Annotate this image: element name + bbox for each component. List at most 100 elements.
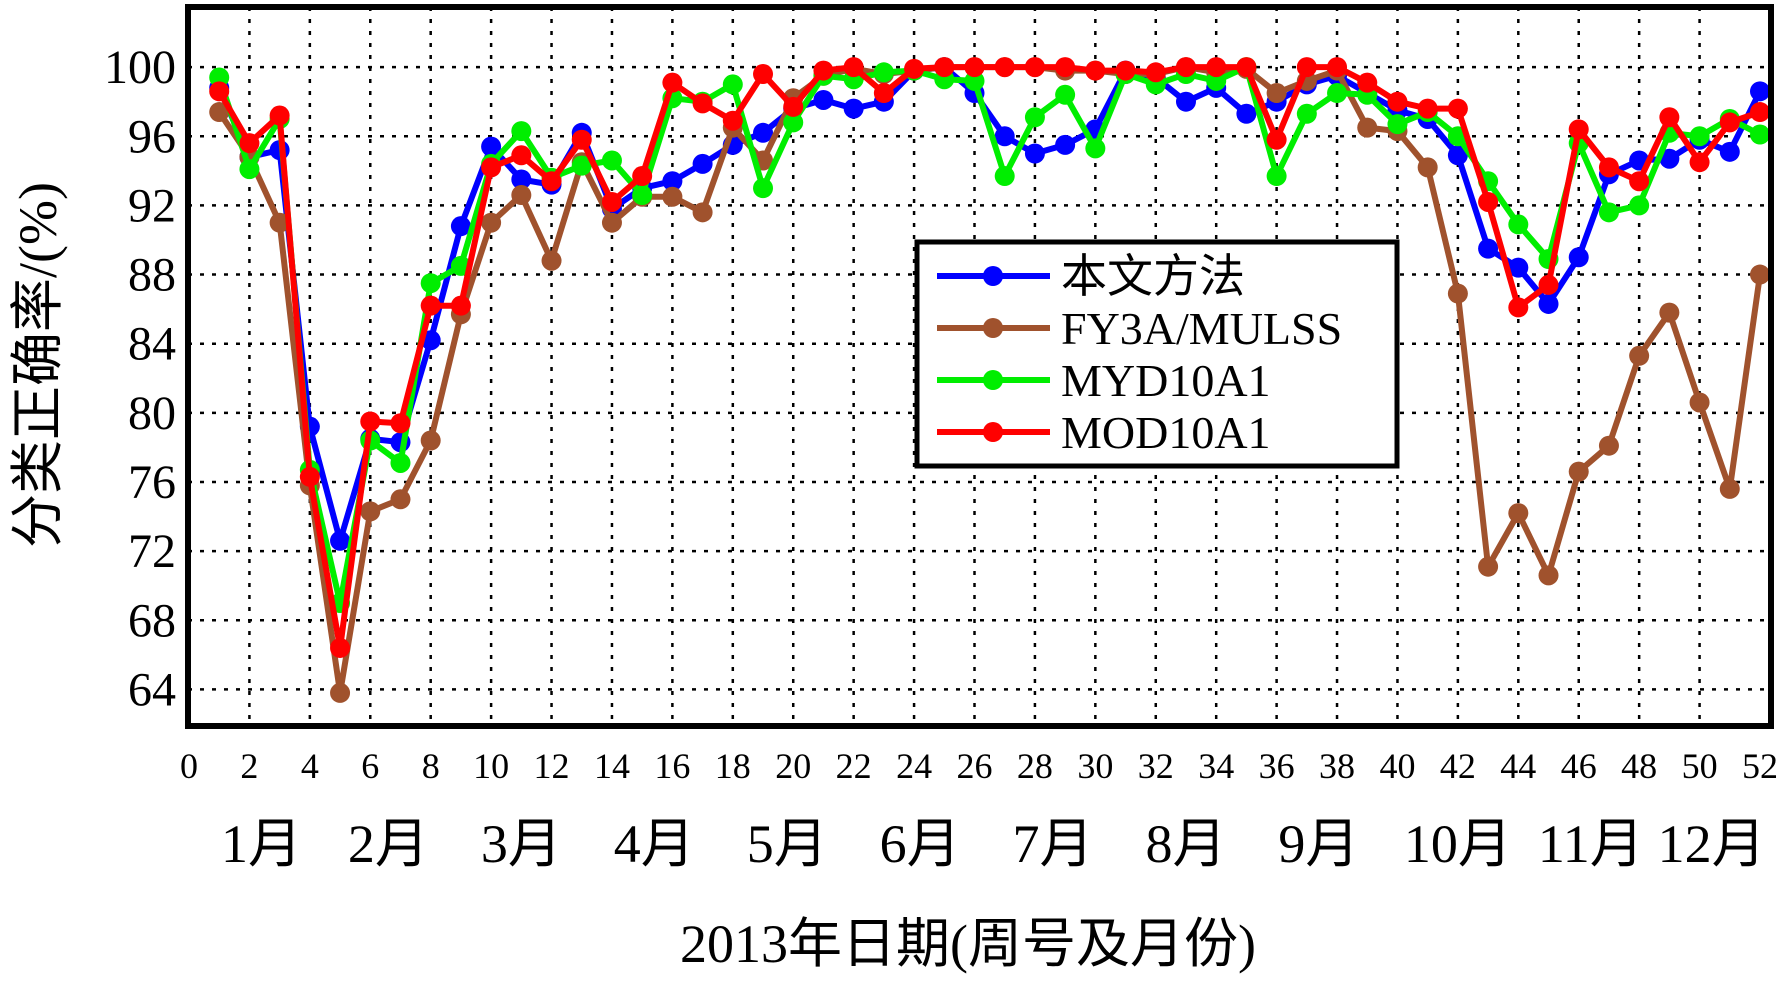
data-point [541,171,562,192]
data-point [1719,141,1740,162]
data-point [1266,166,1287,187]
data-point [239,159,260,180]
data-point [1568,247,1589,268]
series-line [216,64,1761,651]
data-point [481,136,502,157]
x-tick-label: 8 [422,746,440,786]
data-point [1175,91,1196,112]
data-point [1750,81,1770,102]
x-tick-label: 38 [1319,746,1355,786]
data-point [1266,83,1287,104]
data-point [1417,157,1438,178]
data-point [1750,102,1770,123]
data-point [1629,345,1650,366]
data-point [1447,98,1468,119]
y-tick-label: 96 [128,110,176,163]
data-point [1538,565,1559,586]
data-point [873,83,894,104]
data-point [662,186,683,207]
data-point [1719,478,1740,499]
data-point [753,178,774,199]
data-point [783,96,804,117]
data-point [964,57,985,78]
data-point [269,212,290,233]
x-tick-label: 24 [896,746,932,786]
data-point [1085,60,1106,81]
series-3 [209,57,1770,658]
data-point [330,682,351,703]
y-tick-label: 68 [128,594,176,647]
data-point [1145,62,1166,83]
month-label: 10月 [1404,814,1512,874]
x-tick-label: 10 [473,746,509,786]
data-point [1478,238,1499,259]
y-axis-ticks: 64 68 72 76 80 84 88 92 96 100 [104,41,176,716]
y-axis-label: 分类正确率/(%) [8,182,68,548]
x-tick-label: 4 [301,746,319,786]
y-tick-label: 84 [128,318,176,371]
y-tick-label: 92 [128,179,176,232]
month-label: 8月 [1145,814,1226,874]
y-tick-label: 88 [128,249,176,302]
data-point [481,157,502,178]
data-point [511,169,532,190]
data-point [269,105,290,126]
data-point [541,250,562,271]
data-point [1085,138,1106,159]
data-point [994,166,1015,187]
data-point [571,129,592,150]
data-point [1750,264,1770,285]
legend-item: FY3A/MULSS [937,303,1342,354]
data-point [1357,72,1378,93]
data-point [1055,57,1076,78]
data-point [330,530,351,551]
month-label: 6月 [880,814,961,874]
data-point [1689,126,1710,147]
month-labels: 1月 2月 3月 4月 5月 6月 7月 8月 9月 10月 11月 12月 [221,814,1766,874]
data-point [783,112,804,133]
legend-item: 本文方法 [937,251,1245,302]
data-point [601,191,622,212]
data-point [1296,103,1317,124]
legend-swatch-marker [983,370,1003,390]
data-point [511,185,532,206]
data-point [662,72,683,93]
x-tick-label: 44 [1500,746,1536,786]
data-point [904,58,925,79]
data-point [390,452,411,473]
x-tick-label: 14 [594,746,630,786]
legend-label: MOD10A1 [1061,407,1271,458]
data-point [692,153,713,174]
data-point [1236,57,1257,78]
data-point [662,171,683,192]
data-point [1689,392,1710,413]
data-point [1387,114,1408,135]
data-point [843,57,864,78]
data-point [209,67,230,88]
plot-frame [185,4,1774,729]
data-point [1659,148,1680,169]
data-point [1206,57,1227,78]
data-point [1659,107,1680,128]
data-point [1024,57,1045,78]
month-label: 3月 [481,814,562,874]
month-label: 4月 [614,814,695,874]
y-tick-label: 100 [104,41,176,94]
data-point [511,121,532,142]
data-point [964,70,985,91]
data-point [934,57,955,78]
data-point [299,466,320,487]
data-point [1689,152,1710,173]
series-line [216,64,1762,606]
x-tick-label: 40 [1379,746,1415,786]
month-label: 9月 [1278,814,1359,874]
month-label: 2月 [348,814,429,874]
data-point [481,212,502,233]
data-point [753,64,774,85]
x-tick-label: 0 [180,746,198,786]
x-tick-label: 22 [836,746,872,786]
x-tick-label: 6 [361,746,379,786]
data-point [360,411,381,432]
data-point [813,60,834,81]
